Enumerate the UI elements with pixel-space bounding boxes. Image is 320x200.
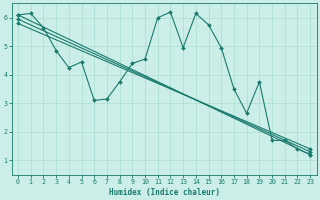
- X-axis label: Humidex (Indice chaleur): Humidex (Indice chaleur): [108, 188, 220, 197]
